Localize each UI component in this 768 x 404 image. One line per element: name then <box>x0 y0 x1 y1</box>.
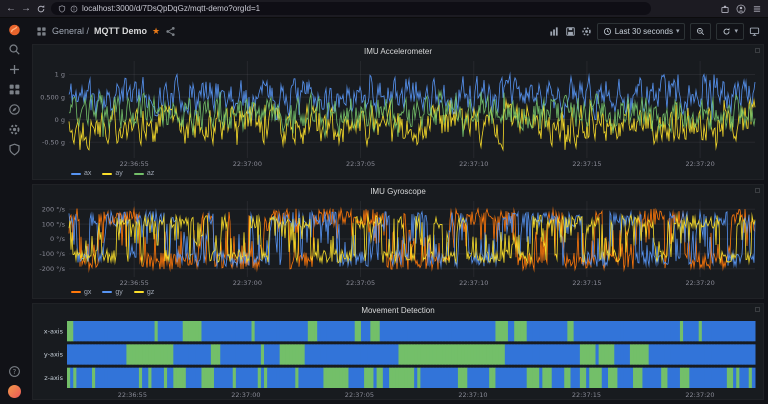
dashboard: IMU Accelerometer ax ay az IMU Gyroscope <box>28 44 768 404</box>
dashboard-navbar: General / MQTT Demo ★ <box>28 18 768 44</box>
legend-label: az <box>146 170 155 178</box>
breadcrumb-folder[interactable]: General / <box>52 26 90 36</box>
explore-compass-icon[interactable] <box>8 103 21 116</box>
panel-header: IMU Accelerometer <box>33 45 763 58</box>
panel-header: Movement Detection <box>33 304 763 317</box>
add-panel-icon[interactable] <box>549 26 560 37</box>
main-area: General / MQTT Demo ★ <box>28 18 768 404</box>
url-text: localhost:3000/d/7DsQpDqGz/mqtt-demo?org… <box>82 4 261 13</box>
browser-chrome: ← → localhost:3000/d/7DsQpDqGz/mqtt-demo… <box>0 0 768 18</box>
svg-text:?: ? <box>12 368 16 376</box>
panel-body <box>33 58 763 169</box>
legend-item-ax[interactable]: ax <box>71 170 91 177</box>
save-dashboard-icon[interactable] <box>565 26 576 37</box>
settings-gear-icon[interactable] <box>8 123 21 136</box>
forward-icon[interactable]: → <box>21 2 31 14</box>
dashboard-settings-icon[interactable] <box>581 26 592 37</box>
panel-title[interactable]: IMU Accelerometer <box>363 47 433 56</box>
share-icon[interactable] <box>165 26 176 37</box>
breadcrumb-title[interactable]: MQTT Demo <box>94 26 148 36</box>
user-avatar[interactable] <box>7 385 21 398</box>
legend-item-gy[interactable]: gy <box>102 288 123 296</box>
panel-body <box>33 198 763 287</box>
profile-icon[interactable] <box>736 4 746 14</box>
time-picker[interactable]: Last 30 seconds ▾ <box>596 22 686 40</box>
accelerometer-chart[interactable] <box>33 58 763 169</box>
panel-imu-accelerometer: IMU Accelerometer ax ay az <box>32 44 764 181</box>
panel-header: IMU Gyroscope <box>33 185 763 198</box>
legend-label: ay <box>115 170 123 178</box>
panel-menu-icon[interactable] <box>755 306 760 312</box>
sidebar: ? <box>0 18 28 404</box>
legend-swatch <box>71 291 81 294</box>
legend-swatch <box>133 291 144 294</box>
legend-item-gx[interactable]: gx <box>71 289 91 296</box>
site-shield-icon[interactable] <box>58 4 66 13</box>
legend-item-az[interactable]: az <box>133 170 155 178</box>
favorite-star-icon[interactable]: ★ <box>152 25 161 36</box>
panel-menu-icon[interactable] <box>755 48 760 53</box>
accelerometer-legend: ax ay az <box>33 168 763 179</box>
gyroscope-chart[interactable] <box>33 198 763 287</box>
extensions-icon[interactable] <box>720 4 730 14</box>
panel-title[interactable]: IMU Gyroscope <box>370 187 426 197</box>
panel-title[interactable]: Movement Detection <box>361 305 435 315</box>
refresh-button[interactable]: ▾ <box>716 22 744 40</box>
zoom-out-button[interactable] <box>690 22 712 40</box>
grafana-logo[interactable] <box>8 23 21 36</box>
refresh-icon <box>724 27 730 34</box>
movement-detection-chart[interactable] <box>33 316 763 399</box>
cycle-view-icon[interactable] <box>749 26 760 37</box>
back-icon[interactable]: ← <box>6 2 16 14</box>
time-range-label: Last 30 seconds <box>614 26 673 36</box>
legend-label: gy <box>115 288 123 296</box>
reload-icon[interactable] <box>36 4 46 14</box>
chevron-down-icon: ▾ <box>675 27 680 35</box>
site-info-icon[interactable] <box>70 5 78 13</box>
gyroscope-legend: gx gy gz <box>33 287 763 298</box>
legend-label: ax <box>84 170 92 178</box>
legend-swatch <box>102 172 113 175</box>
app-shell: ? General / MQTT Demo ★ <box>0 18 768 404</box>
admin-shield-icon[interactable] <box>8 143 21 156</box>
create-plus-icon[interactable] <box>8 63 21 76</box>
panel-menu-icon[interactable] <box>755 188 760 194</box>
menu-icon[interactable] <box>752 4 762 14</box>
panel-body <box>33 316 763 399</box>
browser-toolbar-icons <box>720 4 762 14</box>
legend-swatch <box>71 172 81 175</box>
refresh-interval-caret-icon[interactable]: ▾ <box>734 27 738 35</box>
legend-swatch <box>102 291 113 294</box>
url-bar[interactable]: localhost:3000/d/7DsQpDqGz/mqtt-demo?org… <box>51 2 651 15</box>
clock-icon <box>603 27 611 35</box>
legend-swatch <box>133 172 144 175</box>
dashboards-icon[interactable] <box>8 83 21 96</box>
zoom-out-icon <box>697 27 705 35</box>
panel-movement-detection: Movement Detection <box>32 302 764 400</box>
legend-label: gz <box>146 288 155 296</box>
panel-imu-gyroscope: IMU Gyroscope gx gy gz <box>32 184 764 299</box>
legend-label: gx <box>84 288 92 296</box>
help-icon[interactable]: ? <box>8 365 21 378</box>
search-icon[interactable] <box>8 43 21 56</box>
legend-item-gz[interactable]: gz <box>133 288 155 296</box>
dashboard-grid-icon <box>36 26 47 37</box>
navbar-tools: Last 30 seconds ▾ ▾ <box>549 22 760 40</box>
legend-item-ay[interactable]: ay <box>102 170 123 178</box>
